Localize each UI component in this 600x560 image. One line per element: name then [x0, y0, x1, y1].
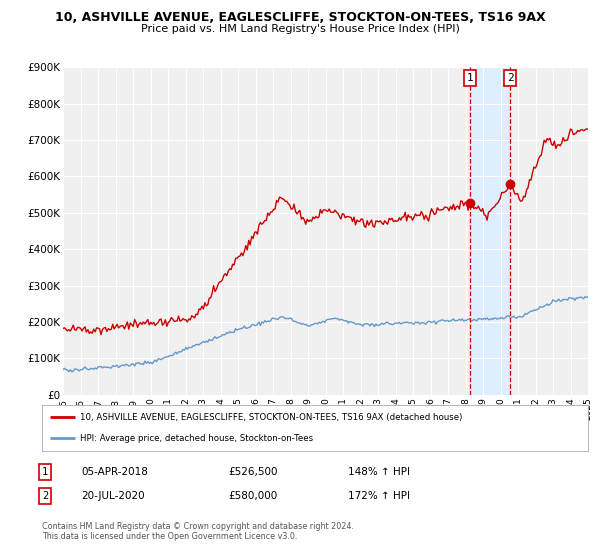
Text: 2: 2	[507, 73, 514, 83]
Text: Price paid vs. HM Land Registry's House Price Index (HPI): Price paid vs. HM Land Registry's House …	[140, 24, 460, 34]
Text: 2: 2	[42, 491, 48, 501]
Text: £580,000: £580,000	[228, 491, 277, 501]
Text: £526,500: £526,500	[228, 467, 277, 477]
Text: 1: 1	[42, 467, 48, 477]
Text: 148% ↑ HPI: 148% ↑ HPI	[348, 467, 410, 477]
Text: 05-APR-2018: 05-APR-2018	[81, 467, 148, 477]
Bar	[470, 67, 510, 395]
Text: 172% ↑ HPI: 172% ↑ HPI	[348, 491, 410, 501]
Text: 10, ASHVILLE AVENUE, EAGLESCLIFFE, STOCKTON-ON-TEES, TS16 9AX (detached house): 10, ASHVILLE AVENUE, EAGLESCLIFFE, STOCK…	[80, 413, 463, 422]
Text: HPI: Average price, detached house, Stockton-on-Tees: HPI: Average price, detached house, Stoc…	[80, 434, 313, 443]
Text: 1: 1	[467, 73, 473, 83]
Text: Contains HM Land Registry data © Crown copyright and database right 2024.: Contains HM Land Registry data © Crown c…	[42, 522, 354, 531]
Text: This data is licensed under the Open Government Licence v3.0.: This data is licensed under the Open Gov…	[42, 532, 298, 541]
Text: 10, ASHVILLE AVENUE, EAGLESCLIFFE, STOCKTON-ON-TEES, TS16 9AX: 10, ASHVILLE AVENUE, EAGLESCLIFFE, STOCK…	[55, 11, 545, 24]
Text: 20-JUL-2020: 20-JUL-2020	[81, 491, 145, 501]
